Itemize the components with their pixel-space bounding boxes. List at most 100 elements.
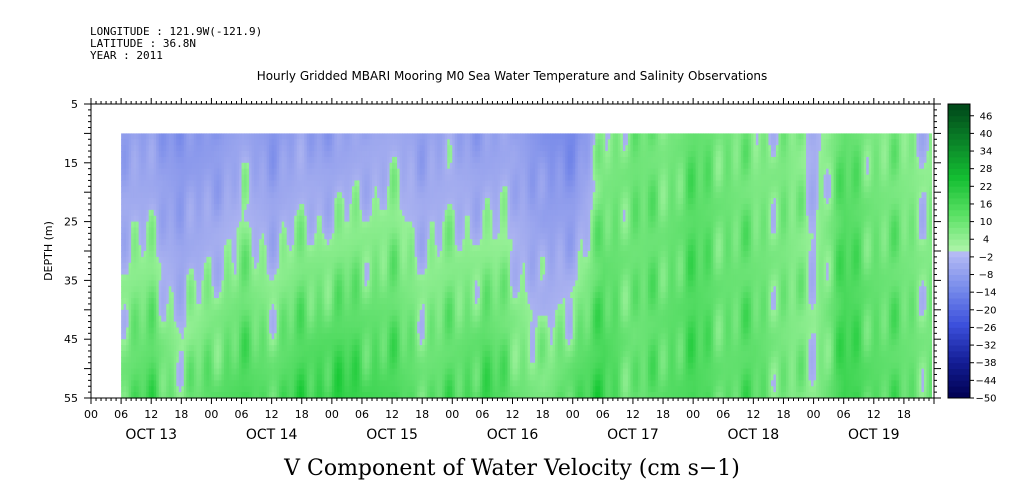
heat-cell — [156, 286, 160, 293]
heat-cell — [279, 292, 283, 299]
heat-cell — [279, 251, 283, 258]
heat-cell — [136, 168, 140, 176]
heat-cell — [223, 292, 228, 299]
heat-cell — [213, 303, 218, 311]
heat-cell — [143, 339, 147, 346]
heat-cell — [236, 315, 240, 323]
heat-cell — [201, 139, 205, 146]
heat-cell — [239, 145, 243, 152]
heat-cell — [274, 256, 278, 264]
heat-cell — [259, 186, 263, 193]
heat-cell — [271, 227, 275, 234]
heat-cell — [166, 333, 170, 340]
heat-cell — [206, 186, 210, 193]
heat-cell — [216, 286, 220, 293]
heat-cell — [151, 315, 155, 323]
heat-cell — [121, 274, 125, 281]
heat-cell — [274, 198, 278, 205]
heat-cell — [158, 233, 162, 240]
heat-cell — [191, 168, 195, 176]
heat-cell — [183, 233, 187, 240]
heat-cell — [234, 203, 238, 211]
heat-cell — [163, 368, 167, 376]
heat-cell — [153, 303, 157, 311]
heat-cell — [218, 168, 223, 176]
heat-cell — [261, 309, 265, 317]
heat-cell — [203, 239, 208, 246]
heat-cell — [266, 174, 270, 182]
heat-cell — [261, 292, 265, 299]
heat-cell — [123, 203, 127, 211]
heat-cell — [178, 286, 182, 293]
heat-cell — [261, 315, 265, 323]
heat-cell — [241, 145, 245, 152]
heat-cell — [241, 151, 245, 158]
heat-cell — [201, 145, 205, 152]
heat-cell — [161, 251, 165, 258]
heat-cell — [226, 256, 230, 264]
heat-cell — [269, 345, 273, 352]
heat-cell — [239, 327, 243, 334]
heat-cell — [126, 333, 130, 340]
heat-cell — [148, 392, 152, 399]
heat-cell — [146, 286, 150, 293]
heat-cell — [161, 233, 165, 240]
heat-cell — [166, 380, 170, 387]
heat-cell — [281, 315, 285, 323]
heat-cell — [126, 233, 130, 240]
heat-cell — [269, 156, 273, 164]
heat-cell — [136, 368, 140, 376]
heat-cell — [151, 280, 155, 287]
heat-cell — [148, 298, 152, 305]
heat-cell — [153, 339, 157, 346]
heat-cell — [198, 174, 202, 182]
heat-cell — [178, 321, 182, 329]
heat-cell — [156, 327, 160, 334]
heat-cell — [181, 151, 185, 158]
heat-cell — [173, 162, 177, 170]
heat-cell — [271, 203, 275, 211]
heat-cell — [181, 256, 185, 264]
heat-cell — [173, 392, 177, 399]
heat-cell — [128, 386, 132, 393]
heat-cell — [163, 145, 167, 152]
heat-cell — [171, 386, 175, 393]
heat-cell — [171, 139, 175, 146]
heat-cell — [168, 251, 172, 258]
heat-cell — [128, 156, 132, 164]
heat-cell — [131, 339, 135, 346]
heat-cell — [166, 298, 170, 305]
heat-cell — [208, 339, 213, 346]
heat-cell — [208, 374, 213, 381]
heat-cell — [213, 374, 218, 381]
heat-cell — [244, 380, 248, 387]
heat-cell — [249, 327, 253, 334]
heat-cell — [141, 374, 145, 381]
heat-cell — [146, 221, 150, 229]
heat-cell — [281, 333, 285, 340]
heat-cell — [206, 321, 210, 329]
heat-cell — [188, 386, 192, 393]
heat-cell — [228, 251, 233, 258]
heat-cell — [249, 345, 253, 352]
heat-cell — [231, 151, 235, 158]
heat-cell — [128, 186, 132, 193]
heat-cell — [133, 321, 137, 329]
heat-cell — [158, 168, 162, 176]
heat-cell — [161, 356, 165, 364]
heat-cell — [128, 286, 132, 293]
heat-cell — [188, 215, 192, 223]
heat-cell — [211, 209, 215, 217]
heat-cell — [128, 215, 132, 223]
heat-cell — [226, 227, 230, 234]
heat-cell — [163, 268, 167, 276]
heat-cell — [201, 192, 205, 199]
heat-cell — [239, 203, 243, 211]
heat-cell — [166, 350, 170, 358]
heat-cell — [191, 139, 195, 146]
heat-cell — [151, 368, 155, 376]
heat-cell — [231, 309, 235, 317]
heat-cell — [196, 251, 200, 258]
heat-cell — [251, 386, 255, 393]
heat-cell — [256, 327, 260, 334]
